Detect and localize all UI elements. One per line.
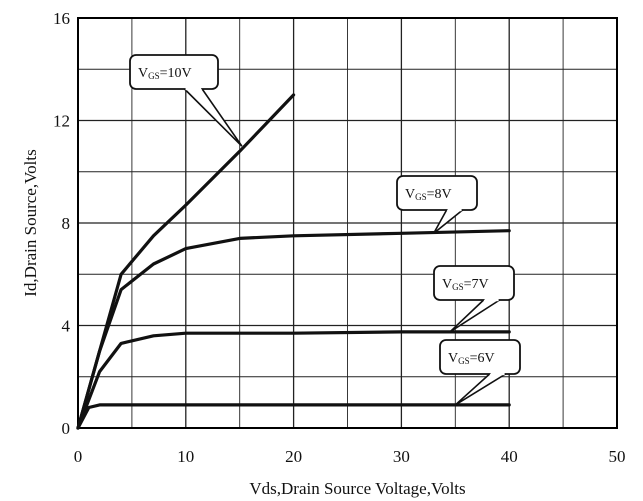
y-tick-label: 8 — [62, 214, 71, 233]
series-lines — [76, 93, 511, 430]
x-tick-label: 0 — [74, 447, 83, 466]
series-label: VGS=6V — [448, 351, 495, 366]
series-label: VGS=8V — [405, 187, 452, 202]
x-tick-label: 10 — [177, 447, 194, 466]
plot-frame — [77, 17, 618, 429]
callout-box — [433, 265, 515, 301]
series-label: VGS=7V — [442, 277, 489, 292]
series-label: VGS=10V — [138, 66, 192, 81]
callout-pointer — [433, 209, 464, 234]
y-axis-title: Id,Drain Source,Volts — [21, 149, 40, 296]
callout-2: VGS=7V — [433, 265, 515, 333]
x-tick-label: 40 — [501, 447, 518, 466]
y-tick-labels: 0 4 8 12 16 — [53, 9, 71, 438]
callout-0: VGS=10V — [129, 54, 243, 147]
callout-3: VGS=6V — [439, 339, 521, 406]
series-callouts: VGS=10V VGS=8V VGS=7V VGS=6V — [129, 54, 521, 406]
y-tick-label: 4 — [62, 317, 71, 336]
callout-box — [396, 175, 478, 211]
y-tick-label: 16 — [53, 9, 70, 28]
callout-pointer — [183, 88, 243, 147]
series-line-2 — [76, 330, 511, 430]
grid — [78, 18, 617, 428]
y-tick-label: 12 — [53, 112, 70, 131]
series-line-1 — [76, 229, 511, 430]
callout-1: VGS=8V — [396, 175, 478, 234]
y-tick-label: 0 — [62, 419, 71, 438]
x-tick-label: 20 — [285, 447, 302, 466]
x-tick-label: 30 — [393, 447, 410, 466]
x-tick-labels: 0 10 20 30 40 50 — [74, 447, 626, 466]
x-axis-title: Vds,Drain Source Voltage,Volts — [249, 479, 465, 498]
callout-pointer — [454, 373, 507, 406]
series-line-0 — [76, 93, 296, 430]
callout-pointer — [449, 299, 501, 333]
series-line-3 — [76, 403, 511, 430]
callout-box — [439, 339, 521, 375]
callout-box — [129, 54, 219, 90]
x-tick-label: 50 — [609, 447, 626, 466]
